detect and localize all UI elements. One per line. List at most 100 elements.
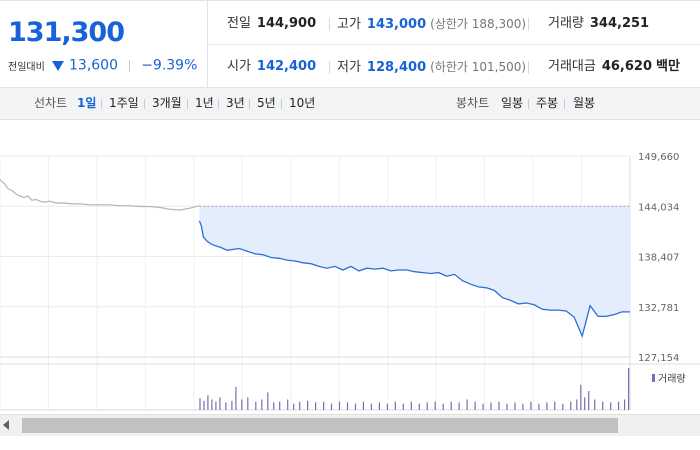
volume-bar xyxy=(370,403,372,410)
stat-value: 144,900 xyxy=(256,16,317,31)
stat-volume: 거래량 344,251 xyxy=(548,1,649,44)
period-tab-10y[interactable]: 10년 xyxy=(289,96,316,110)
candle-tab-daily[interactable]: 일봉 xyxy=(501,96,524,110)
volume-bars xyxy=(199,368,630,410)
volume-bar xyxy=(346,402,349,410)
volume-bar xyxy=(562,403,564,410)
stat-sub: (하한가 101,500) xyxy=(430,60,527,74)
volume-bar xyxy=(362,401,364,410)
change-label: 전일대비 xyxy=(8,62,45,73)
volume-bar xyxy=(576,399,578,410)
period-tab-1y[interactable]: 1년 xyxy=(195,96,214,110)
candle-tab-monthly[interactable]: 월봉 xyxy=(573,96,596,110)
volume-bar xyxy=(255,401,257,410)
volume-bar xyxy=(434,401,436,410)
volume-bar xyxy=(554,401,556,410)
divider xyxy=(187,99,188,109)
volume-legend-label: 거래량 xyxy=(658,373,686,385)
volume-bar xyxy=(267,392,269,410)
volume-bar xyxy=(624,399,626,410)
volume-bar xyxy=(241,399,243,410)
volume-bar xyxy=(386,403,388,410)
volume-bar xyxy=(225,402,227,410)
volume-bar xyxy=(458,402,460,410)
volume-bar xyxy=(482,403,484,410)
volume-bar xyxy=(410,401,412,410)
volume-bar xyxy=(538,403,540,410)
stat-unit: 백만 xyxy=(656,59,680,74)
stat-label: 고가 xyxy=(337,17,361,32)
volume-bar xyxy=(315,402,317,410)
volume-bar xyxy=(522,403,524,410)
price-chart[interactable]: 149,660 144,034 138,407 132,781 127,154 … xyxy=(0,120,700,414)
price-line xyxy=(198,220,630,339)
stat-open: 시가 142,400 xyxy=(227,44,316,87)
candle-chart-label: 봉차트 xyxy=(456,96,490,110)
stats-row-1: 전일 144,900 고가 143,000 (상한가 188,300) 거래량 344,… xyxy=(208,1,700,45)
stat-prev-close: 전일 144,900 xyxy=(227,1,316,44)
stat-label: 저가 xyxy=(337,60,361,75)
divider xyxy=(329,18,330,31)
stat-label: 시가 xyxy=(227,59,251,74)
volume-bar xyxy=(602,401,604,410)
volume-bar xyxy=(466,399,468,410)
stat-value: 344,251 xyxy=(589,16,650,31)
volume-bar xyxy=(211,399,213,410)
volume-bar xyxy=(354,403,357,410)
period-tab-3y[interactable]: 3년 xyxy=(226,96,245,110)
divider xyxy=(528,99,529,109)
current-price: 131,300 xyxy=(8,17,125,48)
divider xyxy=(329,61,330,74)
arrow-left-icon[interactable] xyxy=(3,420,9,430)
price-box: 131,300 전일대비 13,600 −9.39% xyxy=(0,1,208,87)
volume-bar xyxy=(570,401,572,410)
divider xyxy=(528,18,529,31)
period-tab-1w[interactable]: 1주일 xyxy=(109,96,139,110)
volume-bar xyxy=(273,402,275,410)
period-tab-3m[interactable]: 3개월 xyxy=(152,96,182,110)
y-tick-label: 144,034 xyxy=(638,202,679,213)
horizontal-scrollbar[interactable] xyxy=(0,414,700,436)
divider xyxy=(281,99,282,109)
volume-bar xyxy=(594,399,596,410)
period-tab-5y[interactable]: 5년 xyxy=(257,96,276,110)
stats-row-2: 시가 142,400 저가 128,400 (하한가 101,500) 거래대금 46,… xyxy=(208,44,700,87)
volume-bar xyxy=(402,403,404,410)
stat-sub: (상한가 188,300) xyxy=(430,17,527,31)
scrollbar-thumb[interactable] xyxy=(22,418,618,433)
previous-day-line xyxy=(0,179,200,211)
volume-bar xyxy=(394,401,396,410)
divider xyxy=(564,99,565,109)
volume-bar xyxy=(610,402,612,410)
divider xyxy=(218,99,219,109)
stat-amount: 거래대금 46,620 백만 xyxy=(548,44,680,87)
volume-bar xyxy=(580,384,582,410)
volume-bar xyxy=(235,386,237,410)
y-tick-label: 127,154 xyxy=(638,353,679,364)
volume-bar xyxy=(498,401,500,410)
chart-toolbar: 선차트 1일 1주일 3개월 1년 3년 5년 10년 봉차트 일봉 주봉 월봉 xyxy=(0,88,700,120)
stat-low: 저가 128,400 (하한가 101,500) xyxy=(337,44,526,87)
volume-bar xyxy=(628,368,630,410)
stat-label: 거래량 xyxy=(548,16,584,31)
volume-bar xyxy=(293,403,295,410)
volume-bar xyxy=(378,402,380,410)
volume-bar xyxy=(231,400,233,410)
line-chart-label: 선차트 xyxy=(34,96,68,110)
stat-value: 143,000 xyxy=(366,17,427,32)
volume-bar xyxy=(323,401,325,410)
volume-bar xyxy=(203,400,205,410)
y-tick-label: 149,660 xyxy=(638,152,679,163)
candle-tab-weekly[interactable]: 주봉 xyxy=(536,96,559,110)
period-tab-1d[interactable]: 1일 xyxy=(77,96,97,110)
change-percent: −9.39% xyxy=(141,57,198,74)
volume-bar xyxy=(199,398,201,410)
quote-header: 131,300 전일대비 13,600 −9.39% 전일 144,900 고가 1… xyxy=(0,0,700,88)
volume-bar xyxy=(618,401,620,410)
stat-value: 128,400 xyxy=(366,60,427,75)
stat-value: 142,400 xyxy=(256,59,317,74)
volume-bar xyxy=(279,401,281,410)
volume-bar xyxy=(514,402,516,410)
volume-bar xyxy=(490,402,492,410)
